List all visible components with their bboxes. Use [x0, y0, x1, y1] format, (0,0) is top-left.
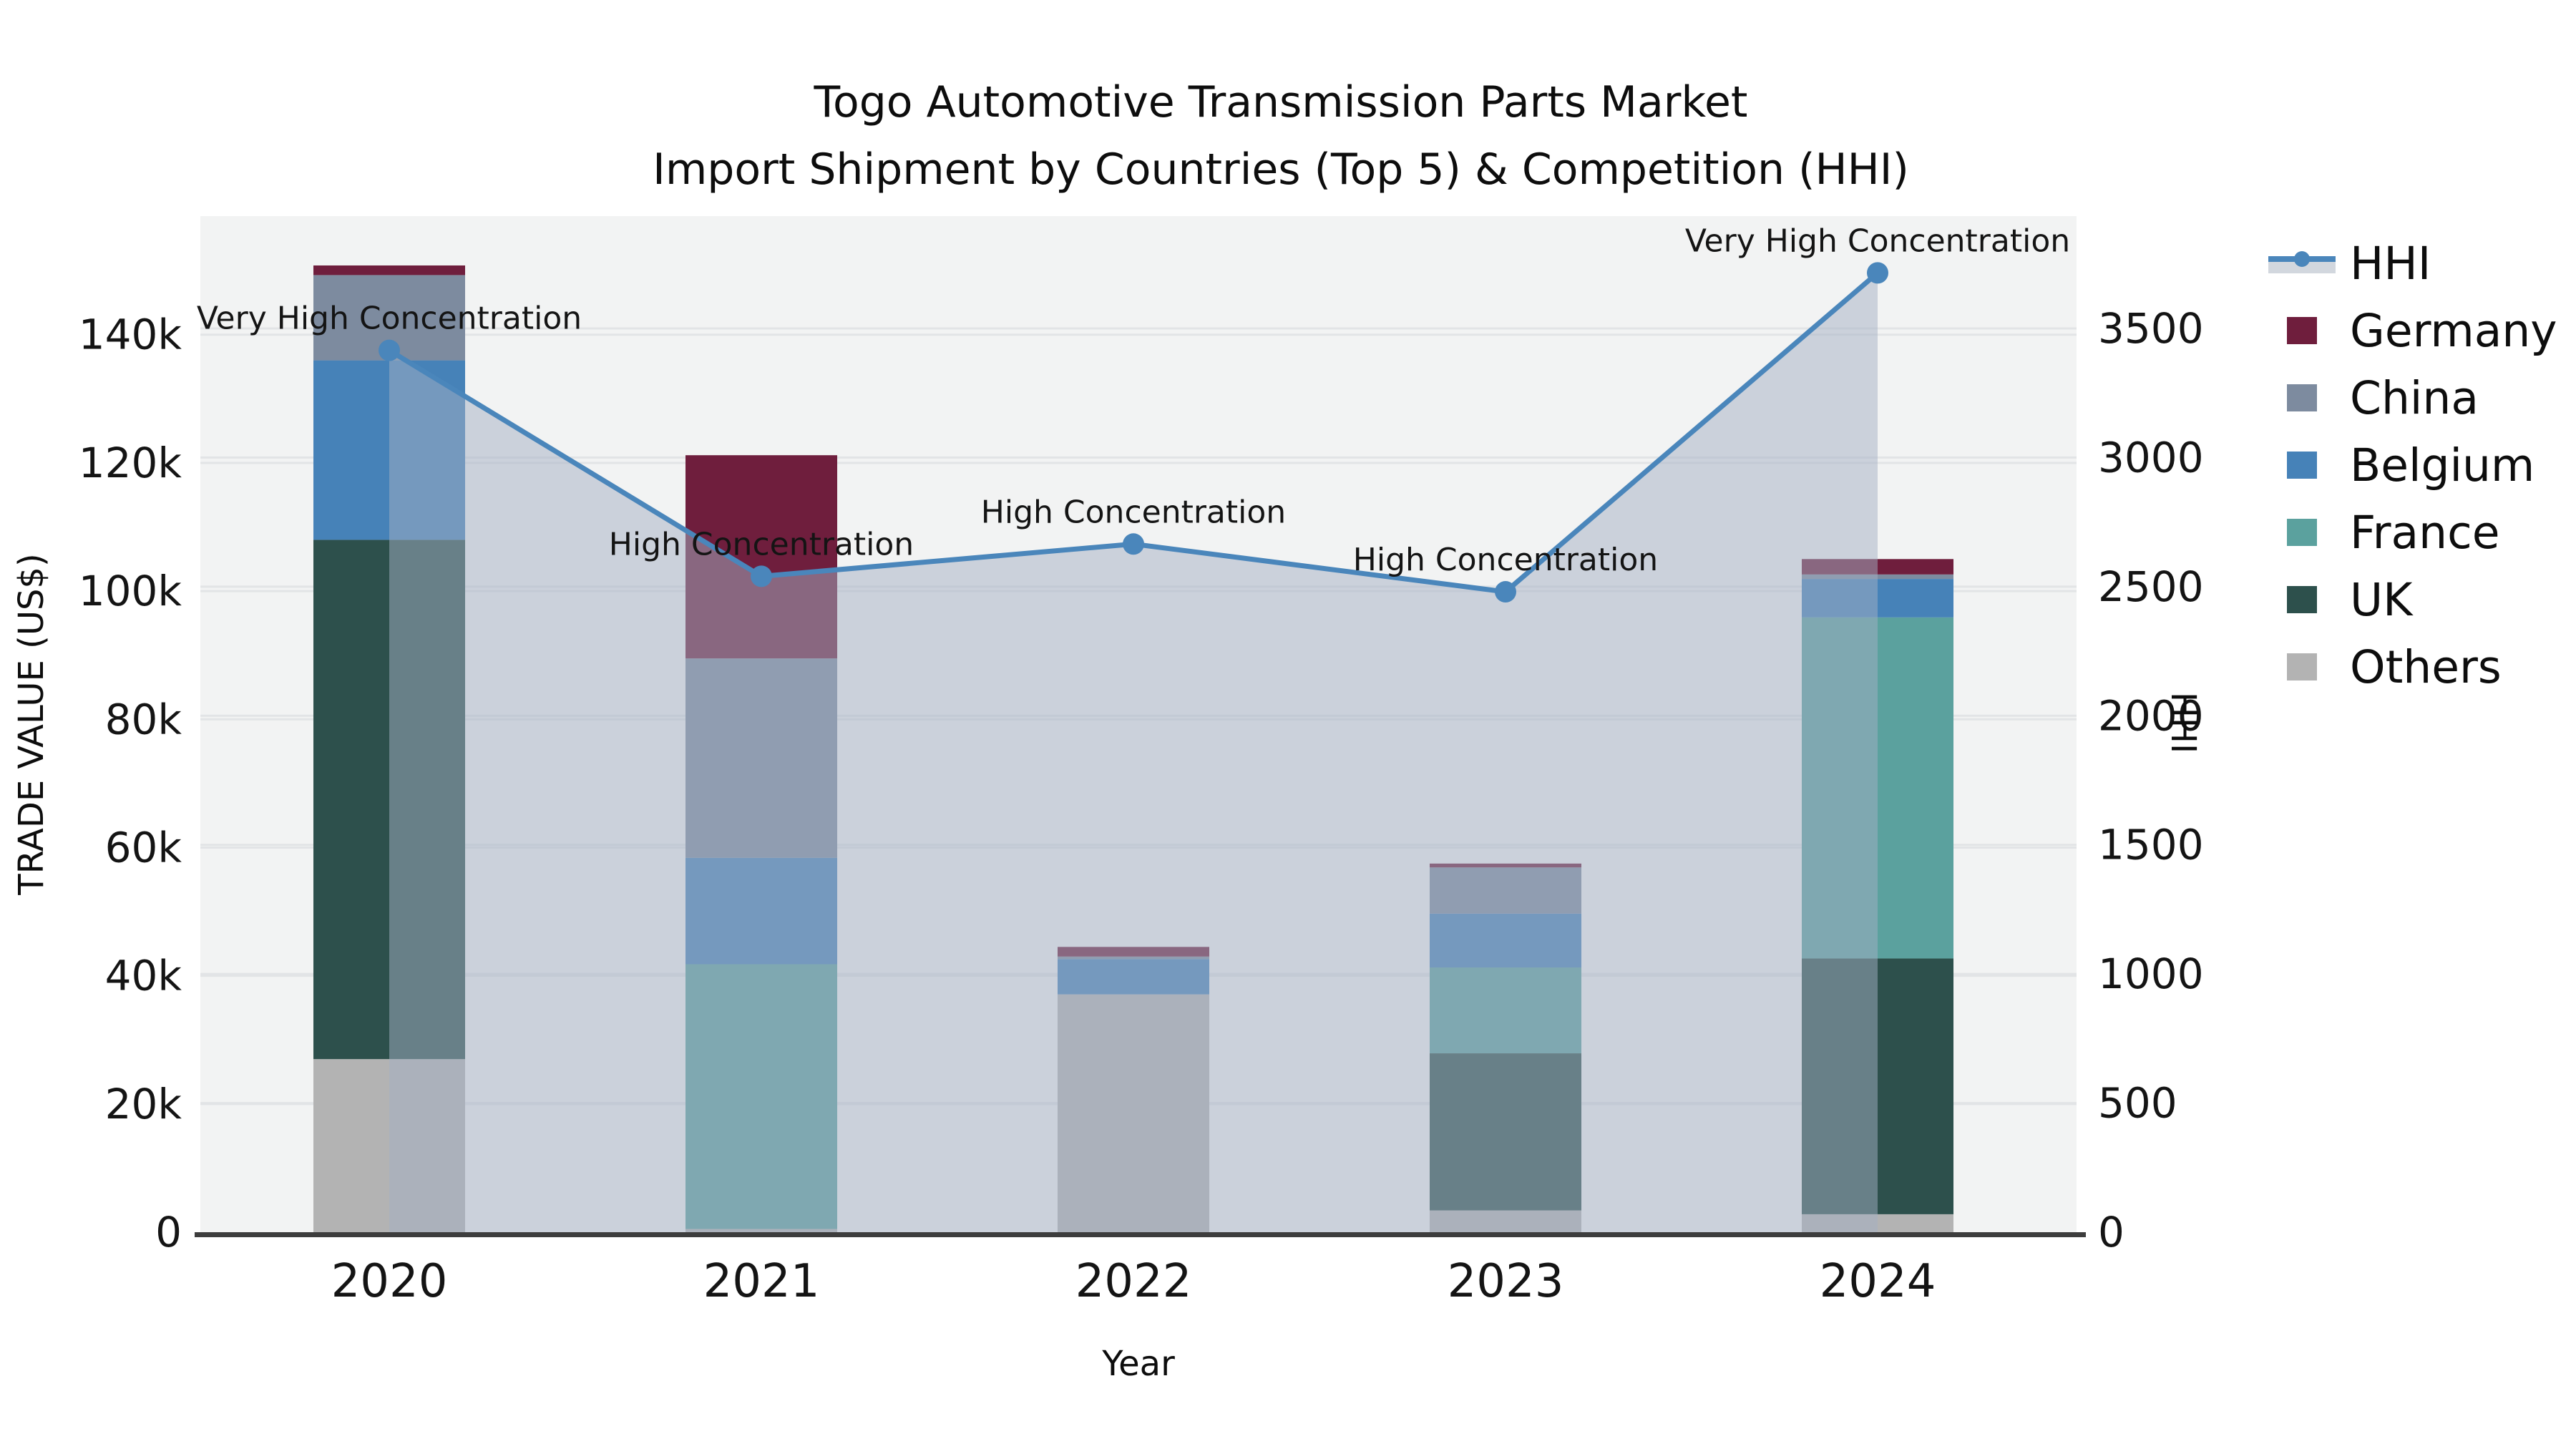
hhi-marker: [379, 339, 400, 361]
right-axis-tick-label: 1000: [2098, 950, 2204, 998]
chart-title-line2: Import Shipment by Countries (Top 5) & C…: [653, 145, 1909, 195]
x-axis-tick-label: 2021: [703, 1255, 820, 1308]
gridline-right-axis: [200, 456, 2077, 459]
legend-label: UK: [2350, 573, 2413, 626]
left-axis-tick-label: 40k: [105, 952, 182, 1000]
annotation: High Concentration: [1353, 542, 1658, 578]
gridline-left-axis: [200, 333, 2077, 336]
legend-item-germany: Germany: [2268, 297, 2557, 364]
right-axis-tick-label: 500: [2098, 1079, 2177, 1128]
color-swatch-icon: [2268, 317, 2336, 344]
right-axis-tick-label: 2500: [2098, 562, 2204, 611]
legend-label: China: [2350, 371, 2479, 424]
x-axis-tick-label: 2024: [1820, 1255, 1936, 1308]
chart-title: Togo Automotive Transmission Parts Marke…: [0, 69, 2562, 203]
gridline-left-axis: [200, 462, 2077, 464]
right-axis-tick-label: 0: [2098, 1208, 2124, 1257]
color-swatch-icon: [2268, 519, 2336, 546]
legend-item-china: China: [2268, 364, 2557, 431]
hhi-marker: [1867, 262, 1888, 284]
left-axis-tick-label: 0: [155, 1208, 182, 1257]
left-axis-tick-label: 60k: [105, 823, 182, 872]
color-swatch-icon: [2268, 586, 2336, 613]
x-axis-tick-label: 2023: [1448, 1255, 1564, 1308]
color-swatch-icon: [2268, 452, 2336, 479]
legend-label: Germany: [2350, 304, 2557, 357]
annotation: High Concentration: [981, 494, 1286, 530]
legend-item-uk: UK: [2268, 566, 2557, 633]
x-axis-title: Year: [1102, 1344, 1175, 1384]
legend-item-belgium: Belgium: [2268, 431, 2557, 499]
x-axis-line: [195, 1232, 2086, 1237]
legend-item-others: Others: [2268, 633, 2557, 701]
left-axis-tick-label: 140k: [79, 311, 182, 359]
annotation: High Concentration: [609, 526, 914, 562]
annotation: Very High Concentration: [1685, 223, 2070, 259]
hhi-line-swatch-icon: [2268, 249, 2336, 278]
left-axis-title: TRADE VALUE (US$): [11, 553, 52, 895]
legend-item-france: France: [2268, 499, 2557, 566]
color-swatch-icon: [2268, 653, 2336, 680]
chart-title-line1: Togo Automotive Transmission Parts Marke…: [814, 77, 1748, 127]
right-axis-tick-label: 1500: [2098, 821, 2204, 869]
color-swatch-icon: [2268, 384, 2336, 411]
left-axis-tick-label: 80k: [105, 695, 182, 743]
legend-label: France: [2350, 506, 2500, 559]
gridline-right-axis: [200, 327, 2077, 330]
hhi-area-fill: [389, 273, 1878, 1232]
right-axis-tick-label: 2000: [2098, 691, 2204, 740]
legend-label: Others: [2350, 640, 2502, 693]
annotation: Very High Concentration: [197, 301, 582, 337]
legend-label: HHI: [2350, 237, 2431, 290]
bar-segment-germany-2020: [313, 265, 465, 275]
x-axis-tick-label: 2020: [331, 1255, 448, 1308]
legend-item-hhi: HHI: [2268, 230, 2557, 297]
left-axis-tick-label: 20k: [105, 1080, 182, 1128]
x-axis-tick-label: 2022: [1075, 1255, 1192, 1308]
left-axis-tick-label: 100k: [79, 567, 182, 615]
legend-label: Belgium: [2350, 439, 2535, 492]
right-axis-title: HHI: [2163, 691, 2203, 754]
hhi-marker: [1495, 581, 1516, 603]
legend: HHI Germany China Belgium France UK Others: [2268, 230, 2557, 701]
right-axis-tick-label: 3500: [2098, 304, 2204, 353]
right-axis-tick-label: 3000: [2098, 433, 2204, 482]
left-axis-tick-label: 120k: [79, 439, 182, 487]
hhi-marker: [751, 565, 772, 587]
hhi-marker: [1123, 533, 1144, 555]
